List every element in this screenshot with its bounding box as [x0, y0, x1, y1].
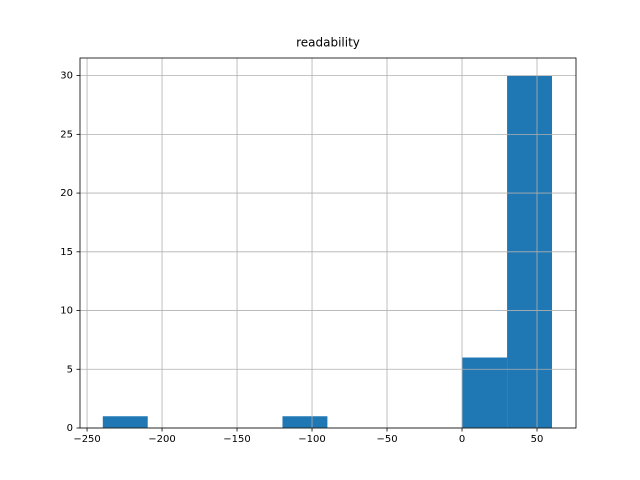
bar	[462, 357, 508, 428]
x-tick-label: 0	[459, 434, 465, 445]
chart-title: readability	[296, 36, 360, 50]
y-tick-label: 30	[60, 71, 73, 82]
y-tick-label: 15	[60, 247, 73, 258]
y-tick-label: 0	[67, 423, 73, 434]
y-tick-label: 20	[60, 188, 73, 199]
y-tick-label: 5	[67, 364, 73, 375]
bar	[282, 416, 328, 428]
x-tick-label: −150	[223, 434, 250, 445]
bar	[102, 416, 148, 428]
x-tick-label: −50	[376, 434, 397, 445]
x-tick-label: −250	[73, 434, 100, 445]
x-tick-label: 50	[531, 434, 544, 445]
x-tick-label: −100	[298, 434, 325, 445]
x-tick-label: −200	[148, 434, 175, 445]
plot-frame	[79, 57, 577, 429]
y-tick-label: 25	[60, 129, 73, 140]
y-tick-label: 10	[60, 306, 73, 317]
